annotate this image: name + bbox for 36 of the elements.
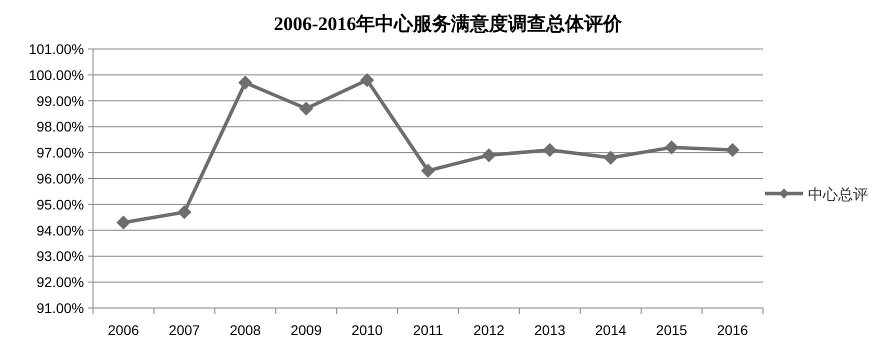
x-tick-label: 2012 [473, 322, 505, 338]
y-tick-label: 95.00% [36, 196, 84, 212]
point [238, 76, 252, 90]
x-tick-label: 2009 [290, 322, 322, 338]
y-tick-label: 91.00% [36, 300, 84, 316]
point [299, 102, 314, 116]
point [177, 205, 192, 220]
y-tick-label: 94.00% [36, 222, 84, 238]
y-tick-label: 101.00% [28, 41, 84, 57]
point [360, 73, 374, 88]
point [542, 143, 557, 158]
point [482, 148, 496, 162]
y-tick-label: 98.00% [36, 118, 84, 135]
point [421, 164, 435, 178]
y-tick-label: 92.00% [36, 274, 84, 290]
x-tick-label: 2013 [534, 322, 566, 338]
x-tick-label: 2008 [230, 322, 262, 338]
point [116, 216, 130, 230]
x-tick-label: 2006 [108, 322, 140, 338]
y-tick-label: 93.00% [36, 248, 84, 264]
x-tick-label: 2011 [412, 322, 444, 338]
y-tick-label: 96.00% [36, 170, 84, 186]
x-tick-label: 2014 [595, 322, 627, 338]
chart-title: 2006-2016年中心服务满意度调查总体评价 [274, 13, 624, 35]
x-tick-label: 2007 [168, 322, 200, 338]
y-tick-label: 99.00% [36, 92, 84, 109]
y-tick-label: 100.00% [28, 66, 84, 83]
point [604, 150, 618, 165]
x-tick-label: 2015 [656, 322, 688, 338]
y-tick-label: 97.00% [36, 144, 84, 161]
x-tick-label: 2010 [352, 322, 383, 338]
legend-label: 中心总评 [808, 186, 868, 204]
legend: 中心总评 [765, 186, 868, 204]
point [664, 140, 679, 154]
point [726, 143, 740, 158]
x-tick-label: 2016 [716, 322, 748, 338]
